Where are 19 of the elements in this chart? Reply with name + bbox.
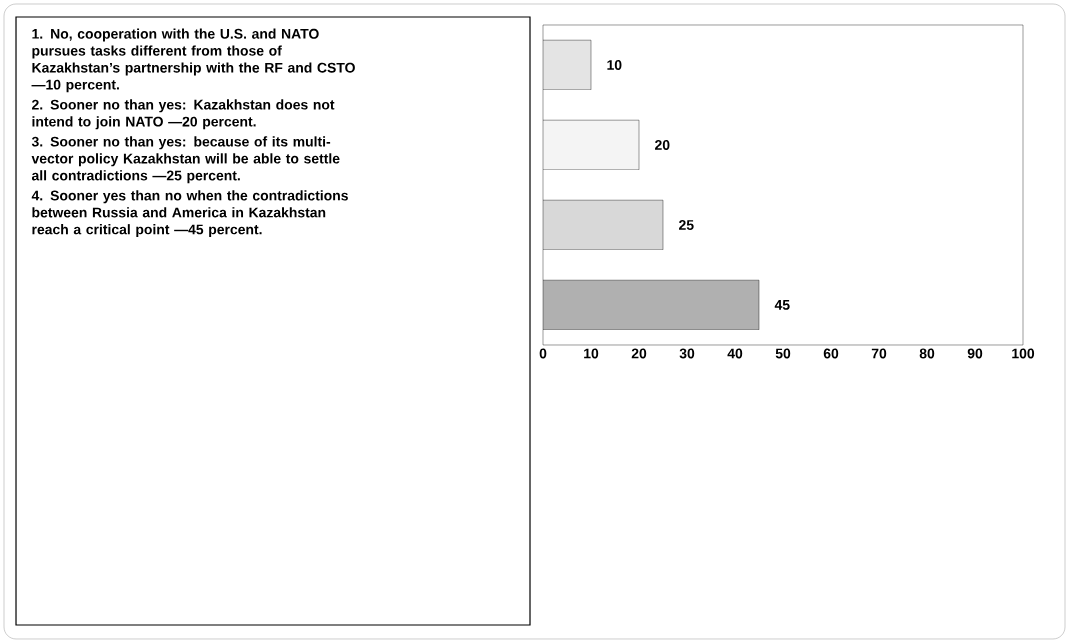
x-tick-label: 90: [967, 348, 983, 359]
x-tick-label: 60: [823, 348, 839, 359]
data-label: 25: [679, 220, 694, 230]
text: 1. No, cooperation with the U.S. and NATO pursues tasks different from those of Kazakhstan’s partnership with the RF and CSTO —10 percent.: [31, 28, 355, 93]
x-tick-label: 30: [679, 348, 695, 359]
x-tick-label: 50: [775, 348, 791, 359]
text: 4. Sooner yes than no when the contradictions between Russia and America in Kazakhstan reach a critical point —45 percent.: [31, 190, 348, 238]
x-tick-label: 20: [631, 348, 647, 359]
text: 3. Sooner no than yes: because of its multi-vector policy Kazakhstan will be able to settle all contradictions —25 percent.: [31, 136, 340, 184]
x-tick-label: 70: [871, 348, 887, 359]
x-tick-label: 40: [727, 348, 743, 359]
x-tick-label: 100: [1012, 348, 1035, 359]
x-tick-label: 80: [919, 348, 935, 359]
x-tick-label: 10: [584, 348, 599, 359]
x-tick-label: 0: [539, 348, 547, 359]
data-label: 45: [774, 300, 790, 310]
text: 2. Sooner no than yes: Kazakhstan does not intend to join NATO —20 percent.: [32, 99, 335, 130]
data-label: 10: [607, 60, 622, 70]
data-label: 20: [655, 140, 670, 150]
